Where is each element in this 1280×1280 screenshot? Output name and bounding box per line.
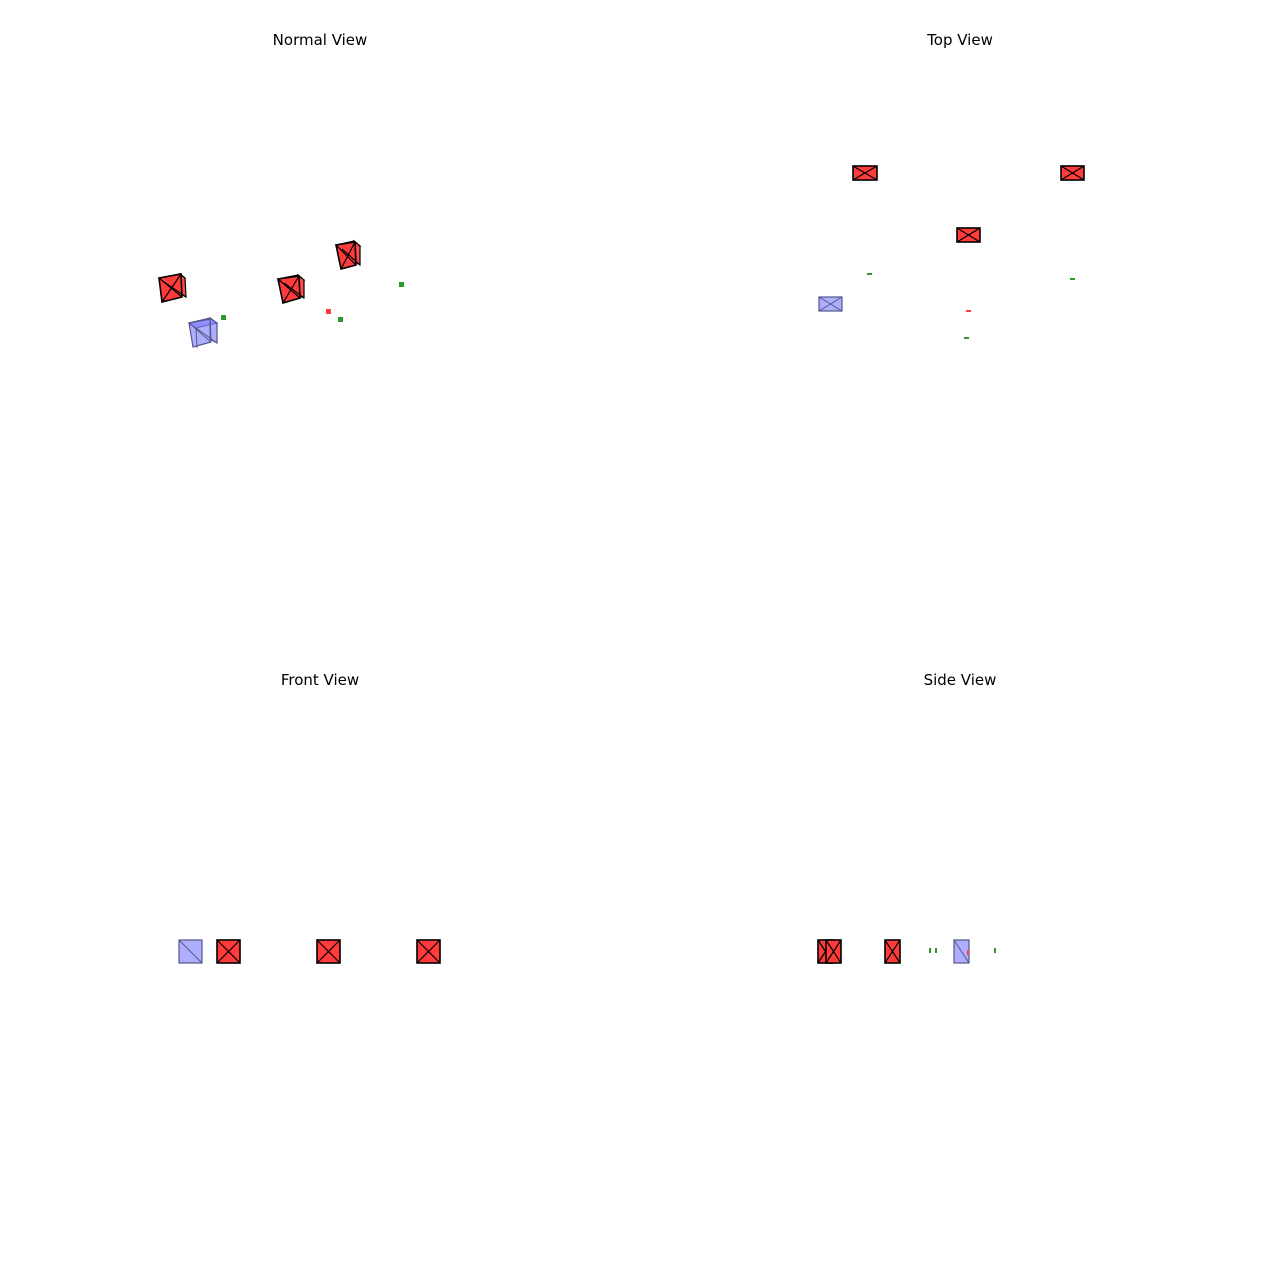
red-cube-3: [336, 241, 360, 269]
red-marker: [326, 309, 331, 314]
red-box-top-1: [853, 166, 877, 180]
blue-box-front: [179, 940, 202, 963]
side-view-canvas: [640, 640, 1280, 1280]
green-marker-top-2: [1070, 278, 1075, 280]
top-view-canvas: [640, 0, 1280, 640]
red-marker-side: [967, 950, 969, 955]
red-box-front-1: [217, 940, 240, 963]
red-box-top-3: [957, 228, 980, 242]
normal-view-canvas: [0, 0, 640, 640]
red-box-side-2: [826, 940, 841, 963]
green-marker-2: [338, 317, 343, 322]
green-marker-1: [221, 315, 226, 320]
panel-top-view: Top View: [640, 0, 1280, 640]
red-box-front-2: [317, 940, 340, 963]
panel-normal-view: Normal View: [0, 0, 640, 640]
red-cube-1: [159, 274, 186, 302]
green-marker-side-1: [929, 948, 931, 953]
front-view-canvas: [0, 640, 640, 1280]
red-cube-2: [278, 275, 304, 303]
blue-box-top: [819, 297, 842, 311]
green-marker-side-3: [994, 948, 996, 953]
red-marker-top: [966, 310, 971, 312]
red-box-top-2: [1061, 166, 1084, 180]
green-marker-top-3: [964, 337, 969, 339]
red-box-front-3: [417, 940, 440, 963]
green-marker-3: [399, 282, 404, 287]
panel-side-view: Side View: [640, 640, 1280, 1280]
panel-front-view: Front View: [0, 640, 640, 1280]
red-box-side-3: [885, 940, 900, 963]
green-marker-top-1: [867, 273, 872, 275]
blue-cube: [189, 318, 217, 348]
green-marker-side-2: [935, 948, 937, 953]
blue-box-side: [954, 940, 969, 963]
